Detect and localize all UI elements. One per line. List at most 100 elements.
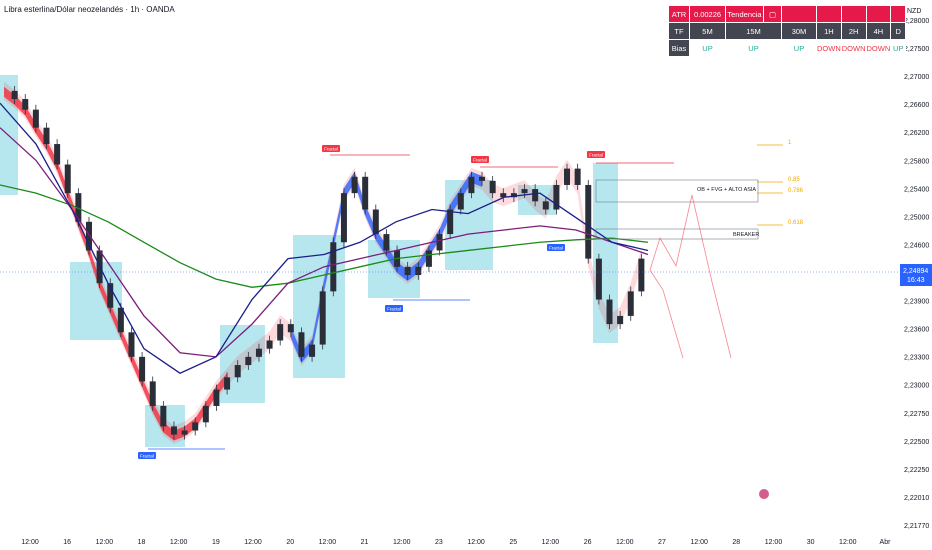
panel-empty-cell (816, 5, 842, 23)
candle-body (277, 324, 284, 341)
candle-body (128, 332, 135, 357)
bias-cell: UP (890, 39, 907, 57)
candle-body (532, 189, 539, 202)
candle-body (447, 209, 454, 235)
x-tick-label: 23 (435, 539, 443, 546)
candle-body (553, 184, 560, 210)
panel-row-atr: ATR 0.00226 Tendencia ▢ (668, 5, 907, 23)
y-tick-label: 2,22500 (904, 439, 929, 446)
y-tick-label: 2,27000 (904, 74, 929, 81)
tf-label: TF (668, 22, 690, 40)
candle-body (383, 234, 390, 251)
candle-body (255, 348, 262, 357)
candle-body (234, 365, 241, 378)
y-tick-label: 2,23600 (904, 327, 929, 334)
event-marker (759, 489, 769, 499)
x-tick-label: 18 (138, 539, 146, 546)
candle-body (595, 258, 602, 300)
ob-label: OB + FVG + ALTO ASIA (697, 187, 756, 193)
candle-body (521, 189, 528, 194)
fib-label: 0.786 (788, 188, 804, 194)
x-tick-label: 12:00 (244, 539, 262, 546)
atr-value: 0.00226 (689, 5, 726, 23)
fractal-label-top3-bg (587, 151, 605, 158)
candle-body (585, 184, 592, 259)
candle-body (404, 266, 411, 276)
ma-line (0, 127, 649, 358)
x-tick-label: 27 (658, 539, 666, 546)
atr-label: ATR (668, 5, 690, 23)
candle-body (627, 291, 634, 316)
x-tick-label: 12:00 (21, 539, 39, 546)
candle-body (574, 168, 581, 185)
candle-body (436, 234, 443, 251)
breaker-label: BREAKER (733, 232, 759, 238)
y-tick-label: 2,22750 (904, 411, 929, 418)
y-tick-label: 2,26200 (904, 130, 929, 137)
ob-box (595, 179, 759, 203)
candle-body (22, 99, 29, 110)
ma-line (0, 102, 649, 374)
ribbon-up (290, 171, 483, 363)
currency-label: NZD (907, 8, 921, 15)
fractal-label-top3: Fractal (589, 153, 603, 158)
trend-label: Tendencia (725, 5, 764, 23)
candle-body (510, 193, 517, 198)
current-price-label: 2,24894 (903, 268, 928, 275)
candle-body (564, 168, 571, 185)
zone-boxes (0, 75, 618, 447)
x-tick-label: 12:00 (170, 539, 188, 546)
y-tick-label: 2,25000 (904, 214, 929, 221)
candle-body (351, 176, 358, 194)
candle-body (224, 377, 231, 390)
candle-body (149, 381, 156, 406)
x-tick-label: 16 (63, 539, 71, 546)
bias-cell: UP (781, 39, 817, 57)
fractal-label-top2-bg (471, 156, 489, 163)
bias-cell: DOWN (865, 39, 892, 57)
x-tick-label: Abr (880, 539, 892, 546)
candle-body (542, 201, 549, 210)
panel-empty-cell (840, 5, 867, 23)
fractal-label-bot1-bg (138, 452, 156, 459)
x-tick-label: 21 (361, 539, 369, 546)
candle-body (64, 164, 71, 194)
countdown-label: 16:43 (907, 277, 925, 284)
y-tick-label: 2,22010 (904, 495, 929, 502)
projection-path (649, 269, 684, 359)
candle-body (415, 266, 422, 276)
fib-label: 1 (788, 140, 792, 146)
y-tick-label: 2,25800 (904, 158, 929, 165)
x-tick-label: 19 (212, 539, 220, 546)
candle-body (170, 426, 177, 435)
y-tick-label: 2,23300 (904, 355, 929, 362)
zone-box (593, 163, 618, 343)
tf-cell: 15M (725, 22, 782, 40)
bias-cell: UP (689, 39, 726, 57)
candle-body (457, 193, 464, 210)
fractal-label-bot1: Fractal (140, 454, 154, 459)
candle-body (192, 422, 199, 431)
candle-body (468, 176, 475, 194)
candle-body (362, 176, 369, 210)
candle-body (85, 221, 92, 251)
candle-body (617, 315, 624, 325)
y-tick-label: 2,21770 (904, 523, 929, 530)
x-tick-label: 12:00 (616, 539, 634, 546)
fib-label: 0.618 (788, 220, 804, 226)
y-tick-label: 2,23000 (904, 383, 929, 390)
panel-empty-cell (890, 5, 907, 23)
candle-body (479, 176, 486, 181)
y-tick-label: 2,26600 (904, 102, 929, 109)
projection-path (649, 194, 732, 359)
candle-body (213, 389, 220, 406)
x-tick-label: 12:00 (542, 539, 560, 546)
y-tick-label: 2,24600 (904, 242, 929, 249)
candle-body (54, 144, 61, 165)
trend-icon: ▢ (763, 5, 782, 23)
fractal-label-bot3: Fractal (549, 246, 563, 251)
candle-body (425, 250, 432, 267)
fractal-label-top1: Fractal (324, 147, 338, 152)
